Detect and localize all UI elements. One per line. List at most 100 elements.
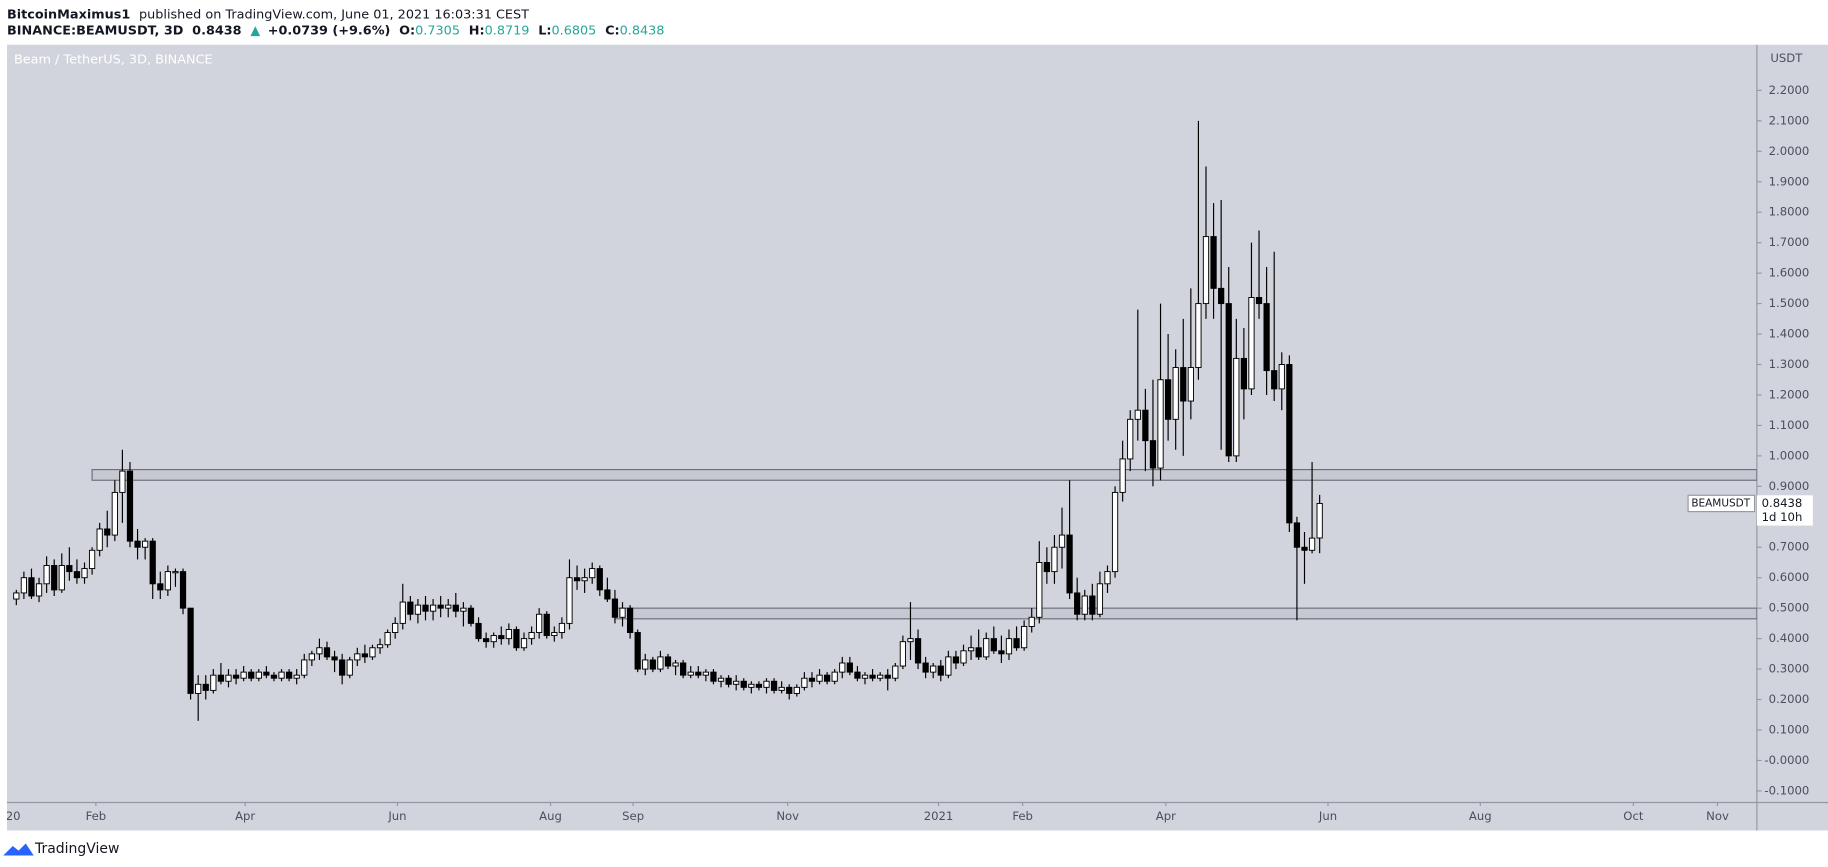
candle-body: [884, 674, 891, 679]
candle-body: [642, 659, 649, 670]
last-price: 0.8438: [192, 23, 242, 38]
candle-body: [748, 683, 755, 688]
candle-body: [399, 601, 406, 624]
candle-body: [1028, 616, 1035, 627]
high-label: H:: [469, 23, 485, 38]
zone: [614, 607, 1757, 620]
candle-body: [1058, 534, 1066, 548]
candle-body: [96, 528, 103, 551]
y-tick-label: 1.1000: [1769, 418, 1810, 432]
y-tick-label: 0.1000: [1769, 722, 1810, 736]
candle-body: [1248, 297, 1255, 390]
candle-body: [172, 571, 179, 574]
candle-body: [346, 659, 353, 676]
candle-body: [240, 671, 247, 679]
low: 0.6805: [551, 23, 596, 38]
candle-body: [119, 470, 126, 493]
candle-body: [1293, 522, 1301, 548]
y-tick-label: 0.4000: [1769, 631, 1810, 645]
candle-body: [58, 565, 65, 591]
candle-body: [649, 659, 656, 670]
candle-body: [1218, 287, 1225, 305]
candle-body: [967, 647, 975, 652]
candle-body: [263, 671, 270, 676]
logo: TradingView: [3, 841, 119, 857]
x-tick-label: Apr: [1156, 809, 1176, 823]
candle-body: [437, 604, 444, 609]
candle-body: [566, 577, 573, 624]
candle-body: [149, 540, 156, 585]
symbol-tag: [1687, 494, 1756, 513]
candle-body: [1051, 546, 1058, 573]
candle-body: [808, 677, 816, 682]
zone: [91, 468, 1757, 481]
candle-body: [323, 647, 331, 658]
x-tick-label: Aug: [1469, 809, 1492, 823]
candle-body: [998, 650, 1005, 655]
candle-body: [142, 540, 149, 548]
candle-body: [740, 680, 747, 688]
x-tick-label: Feb: [86, 809, 107, 823]
candle-body: [164, 571, 171, 591]
header-line-2: BINANCE:BEAMUSDT, 3D 0.8438 ▲ +0.0739 (+…: [7, 23, 664, 38]
open: 0.7305: [415, 23, 460, 38]
candle-body: [1225, 303, 1232, 457]
y-tick-label: 2.1000: [1769, 113, 1810, 127]
x-tick-label: Jun: [387, 809, 406, 823]
y-tick-label: 1.3000: [1769, 357, 1810, 371]
candle-body: [846, 662, 853, 673]
y-tick-label: 1.4000: [1769, 327, 1810, 341]
candle-body: [1210, 236, 1217, 289]
candle-body: [1134, 409, 1141, 420]
candle-body: [217, 674, 225, 682]
candle-body: [755, 683, 763, 688]
candle-body: [1286, 364, 1293, 524]
x-tick-label: Nov: [1706, 809, 1729, 823]
candle-body: [657, 656, 664, 670]
candle-body: [1036, 562, 1043, 618]
candle-body: [1005, 638, 1013, 655]
candle-body: [733, 680, 740, 685]
plot: [13, 120, 1757, 721]
candle-body: [278, 671, 285, 679]
change: +0.0739 (+9.6%): [268, 23, 391, 38]
candle-body: [672, 662, 679, 667]
candle-body: [445, 604, 452, 609]
candle-body: [392, 622, 399, 633]
candle-body: [498, 635, 505, 640]
candle-body: [877, 674, 884, 679]
symbol-tag-label: BEAMUSDT: [1691, 497, 1750, 509]
header-line-1: BitcoinMaximus1 published on TradingView…: [7, 7, 529, 22]
candle-body: [187, 607, 194, 694]
candle-body: [376, 644, 384, 649]
candle-body: [28, 577, 35, 597]
candle-body: [1308, 537, 1316, 551]
candle-body: [460, 607, 467, 612]
candle-body: [952, 656, 960, 664]
candle-body: [536, 613, 543, 633]
y-tick-label: 0.2000: [1769, 692, 1810, 706]
open-label: O:: [399, 23, 415, 38]
y-tick-label: 1.2000: [1769, 387, 1810, 401]
candle-body: [126, 470, 134, 542]
candle-body: [725, 677, 732, 685]
candle-body: [104, 528, 111, 536]
candle-body: [717, 677, 725, 682]
candle-body: [543, 613, 550, 637]
y-tick-label: 1.8000: [1769, 205, 1810, 219]
candle-body: [429, 604, 437, 612]
candle-body: [558, 622, 566, 633]
candle-body: [695, 671, 702, 676]
candle-body: [611, 598, 619, 618]
candle-body: [763, 680, 770, 688]
candle-body: [422, 604, 429, 612]
candle-body: [1278, 364, 1285, 390]
y-tick-label: 2.2000: [1769, 83, 1810, 97]
panel: [6, 44, 1828, 831]
candle-body: [73, 571, 81, 579]
symbol: BINANCE:BEAMUSDT, 3D: [7, 23, 183, 38]
candle-body: [907, 638, 914, 643]
candle-body: [88, 549, 96, 570]
author: BitcoinMaximus1: [7, 7, 130, 22]
candle-body: [589, 568, 596, 579]
